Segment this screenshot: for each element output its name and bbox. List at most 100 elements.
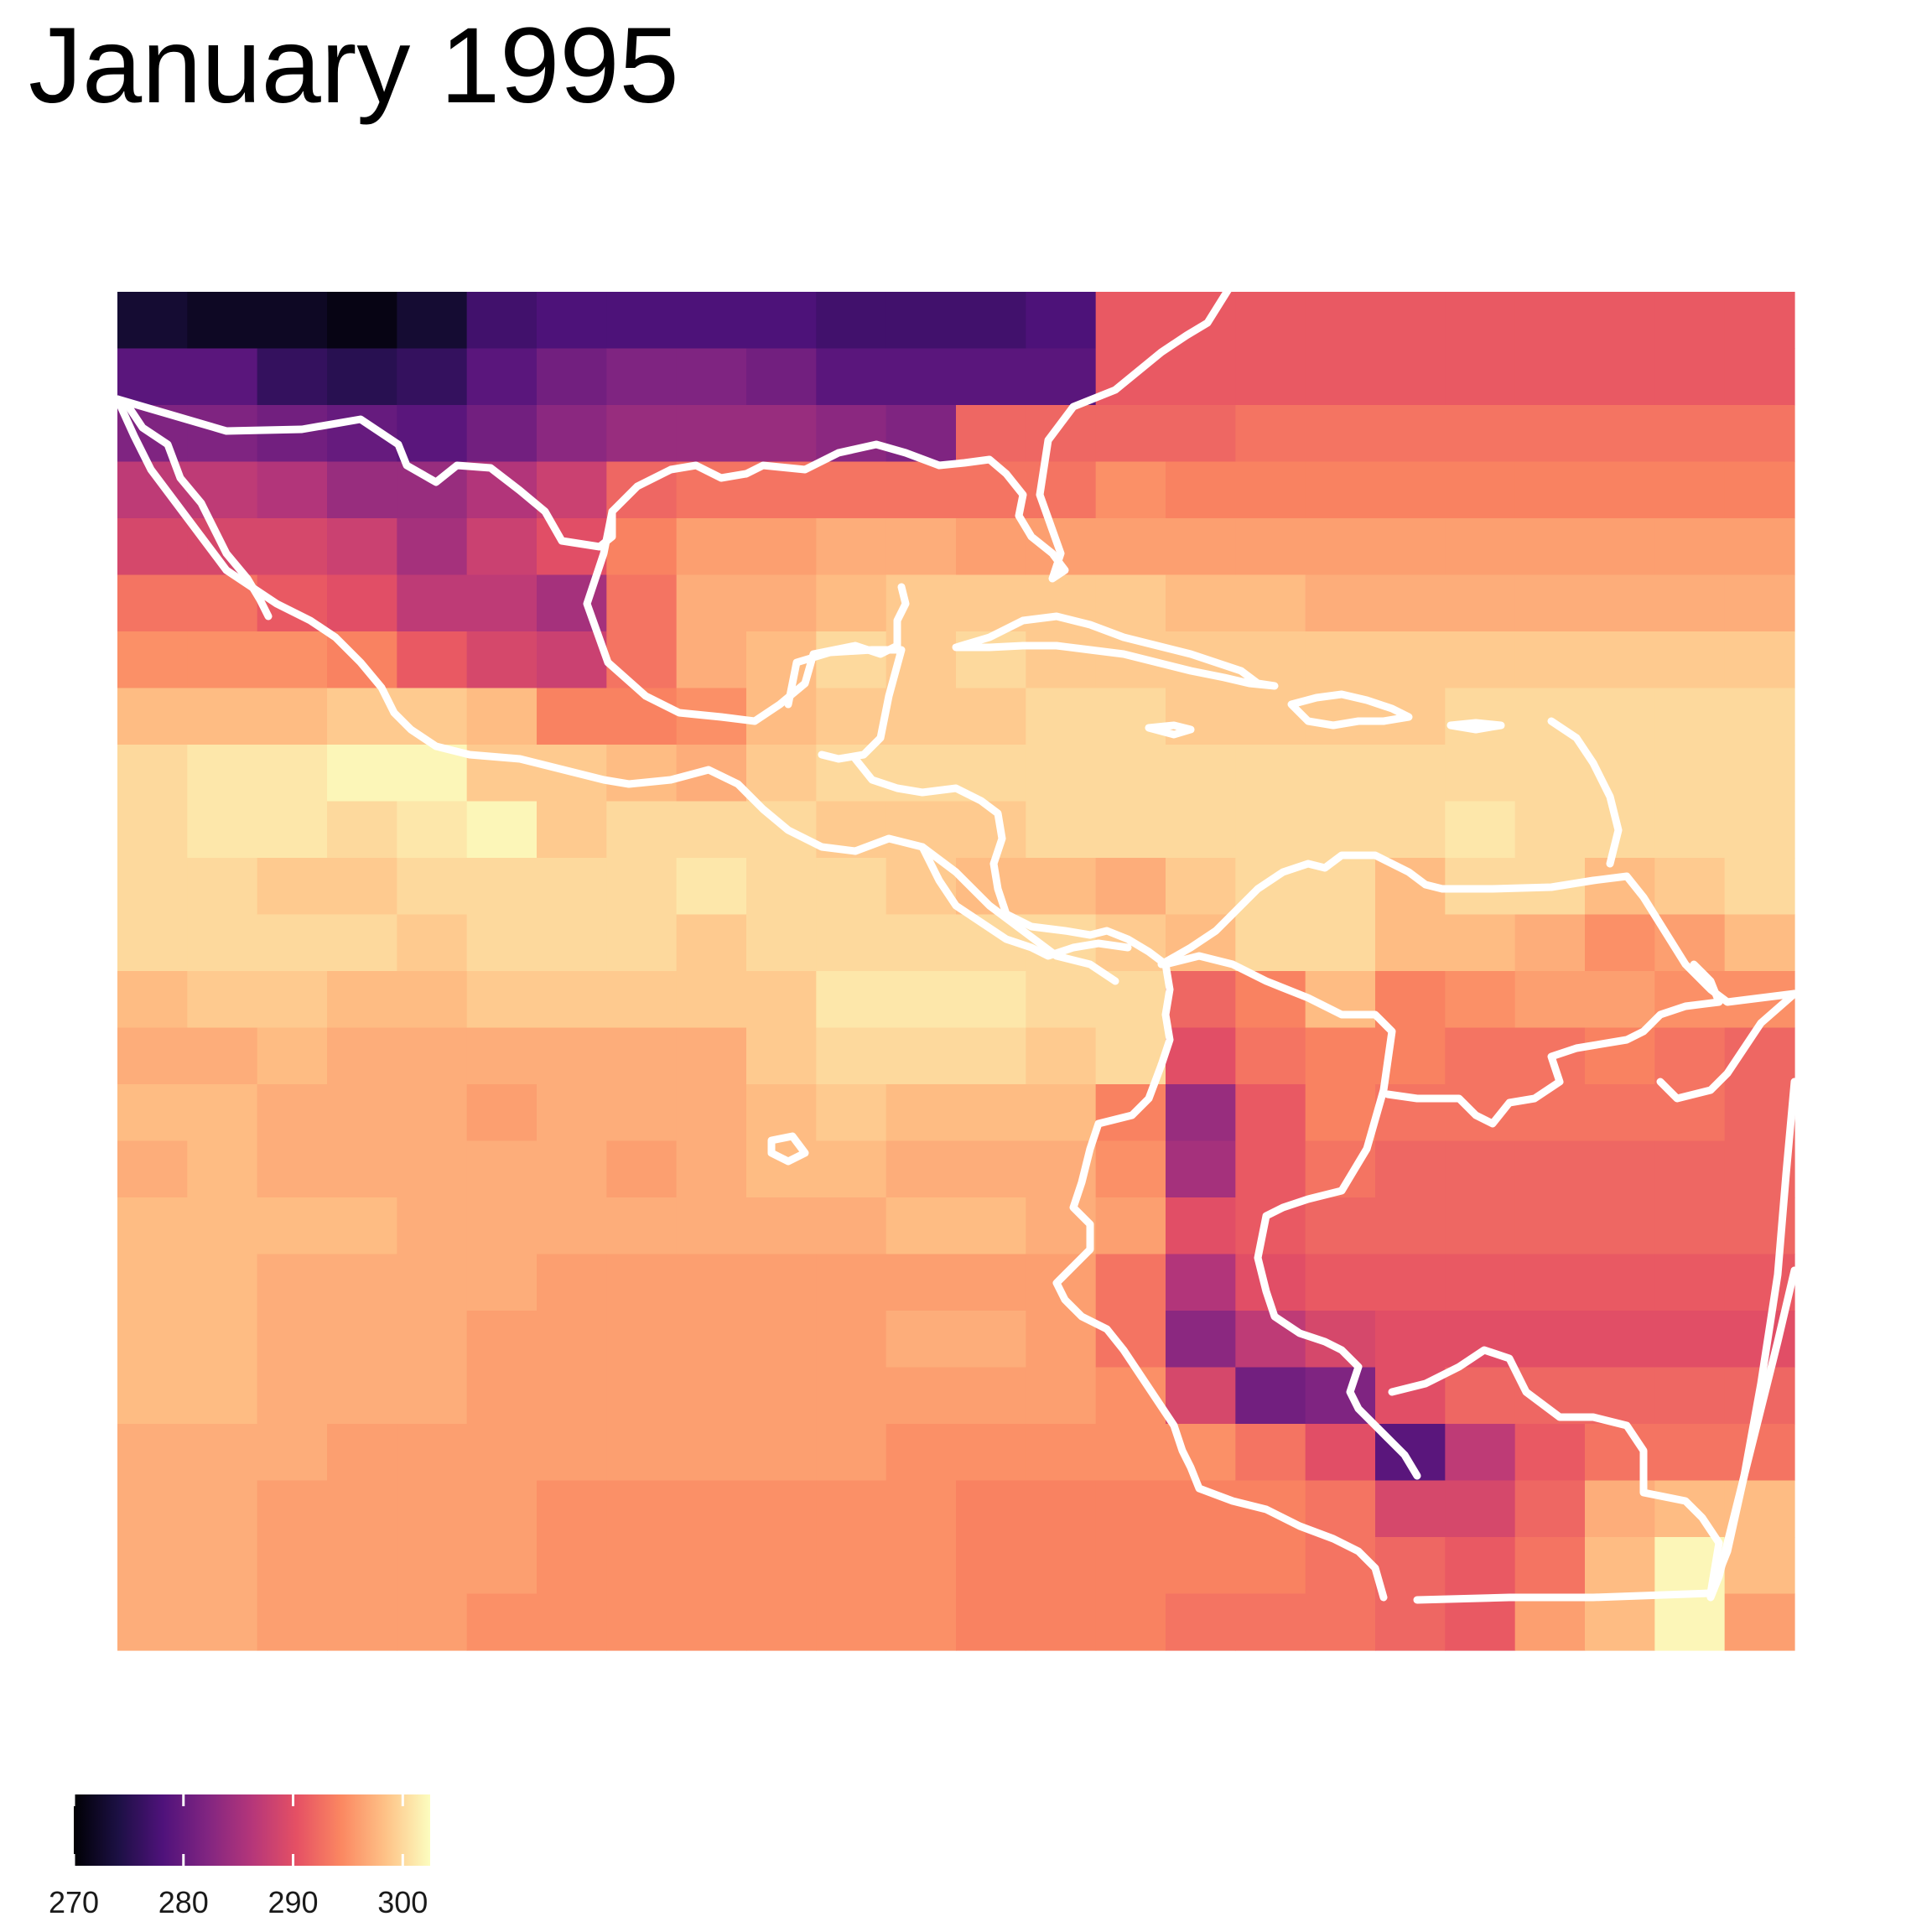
raster-cell bbox=[117, 858, 188, 916]
raster-cell bbox=[1026, 631, 1097, 689]
raster-cell bbox=[257, 461, 328, 519]
raster-cell bbox=[1305, 801, 1376, 859]
raster-cell bbox=[1654, 292, 1726, 350]
raster-cell bbox=[257, 631, 328, 689]
raster-cell bbox=[1166, 461, 1236, 519]
raster-cell bbox=[117, 801, 188, 859]
raster-cell bbox=[466, 1027, 538, 1085]
raster-cell bbox=[257, 745, 328, 802]
raster-cell bbox=[117, 518, 188, 576]
raster-cell bbox=[117, 1140, 188, 1198]
raster-cell bbox=[1305, 1084, 1376, 1142]
raster-cell bbox=[187, 1424, 258, 1482]
raster-cell bbox=[1654, 348, 1726, 406]
raster-cell bbox=[956, 1084, 1026, 1142]
raster-cell bbox=[117, 688, 188, 745]
raster-cell bbox=[746, 1084, 817, 1142]
raster-cell bbox=[816, 461, 887, 519]
raster-cell bbox=[327, 1311, 397, 1368]
raster-cell bbox=[606, 1140, 678, 1198]
raster-cell bbox=[1305, 1254, 1376, 1311]
raster-cell bbox=[676, 914, 747, 972]
raster-cell bbox=[466, 1367, 538, 1425]
raster-cell bbox=[1514, 971, 1586, 1029]
raster-cell bbox=[1654, 1367, 1726, 1425]
raster-cell bbox=[956, 971, 1026, 1029]
raster-cell bbox=[1095, 971, 1166, 1029]
raster-cell bbox=[257, 688, 328, 745]
raster-cell bbox=[397, 971, 468, 1029]
border-venezuela-guyana bbox=[1384, 960, 1723, 1128]
raster-cell bbox=[1375, 1537, 1446, 1595]
raster-cell bbox=[956, 1480, 1026, 1538]
raster-cell bbox=[1445, 574, 1516, 632]
raster-cell bbox=[397, 1367, 468, 1425]
raster-cell bbox=[117, 631, 188, 689]
raster-cell bbox=[1445, 1537, 1516, 1595]
coastline-south-america-east bbox=[1656, 989, 1799, 1103]
raster-cell bbox=[1095, 518, 1166, 576]
raster-cell bbox=[1375, 745, 1446, 802]
raster-cell bbox=[1166, 574, 1236, 632]
raster-cell bbox=[1235, 518, 1306, 576]
raster-cell bbox=[1514, 631, 1586, 689]
coastlines bbox=[113, 285, 1799, 1604]
raster-cell bbox=[1375, 348, 1446, 406]
raster-cell bbox=[1514, 1424, 1586, 1482]
raster-cell bbox=[606, 688, 678, 745]
raster-cell bbox=[466, 914, 538, 972]
raster-cell bbox=[816, 1197, 887, 1255]
raster-cell bbox=[886, 971, 957, 1029]
raster-cell bbox=[1305, 1480, 1376, 1538]
raster-cell bbox=[327, 518, 397, 576]
raster-cell bbox=[537, 1424, 607, 1482]
raster-cell bbox=[606, 631, 678, 689]
coastline-hispaniola bbox=[1287, 690, 1413, 730]
raster-cell bbox=[1095, 801, 1166, 859]
raster-cell bbox=[746, 1367, 817, 1425]
raster-cell bbox=[1514, 461, 1586, 519]
raster-cell bbox=[397, 518, 468, 576]
raster-cell bbox=[816, 971, 887, 1029]
raster-cell bbox=[187, 1084, 258, 1142]
raster-cell bbox=[816, 914, 887, 972]
raster-cell bbox=[397, 292, 468, 350]
coastline-south-america-southeast bbox=[1706, 1266, 1799, 1602]
raster-cell bbox=[537, 1254, 607, 1311]
raster-cell bbox=[676, 1537, 747, 1595]
raster-cell bbox=[1095, 1424, 1166, 1482]
raster-cell bbox=[537, 1367, 607, 1425]
raster-cell bbox=[956, 1367, 1026, 1425]
raster-cell bbox=[1026, 1593, 1097, 1651]
raster-cell bbox=[1305, 574, 1376, 632]
raster-cell bbox=[1375, 292, 1446, 350]
raster-cell bbox=[886, 348, 957, 406]
raster-cell bbox=[397, 1480, 468, 1538]
raster-cell bbox=[1166, 1254, 1236, 1311]
raster-cell bbox=[1654, 461, 1726, 519]
raster-cell bbox=[187, 631, 258, 689]
raster-cell bbox=[1654, 1311, 1726, 1368]
raster-cell bbox=[606, 405, 678, 463]
raster-cell bbox=[1095, 292, 1166, 350]
raster-cell bbox=[1095, 858, 1166, 916]
raster-cell bbox=[1445, 1480, 1516, 1538]
raster-cell bbox=[1654, 574, 1726, 632]
raster-cell bbox=[1235, 1593, 1306, 1651]
raster-cell bbox=[606, 914, 678, 972]
raster-cell bbox=[397, 1140, 468, 1198]
raster-cell bbox=[746, 801, 817, 859]
raster-cell bbox=[606, 971, 678, 1029]
raster-cell bbox=[676, 405, 747, 463]
raster-cell bbox=[1235, 801, 1306, 859]
raster-cell bbox=[1724, 461, 1795, 519]
raster-cell bbox=[1375, 971, 1446, 1029]
raster-cell bbox=[327, 292, 397, 350]
raster-cell bbox=[397, 858, 468, 916]
raster-cell bbox=[1724, 1537, 1795, 1595]
raster-cell bbox=[327, 574, 397, 632]
raster-cell bbox=[1026, 348, 1097, 406]
raster-cell bbox=[117, 1480, 188, 1538]
raster-cell bbox=[1026, 405, 1097, 463]
raster-cell bbox=[606, 292, 678, 350]
